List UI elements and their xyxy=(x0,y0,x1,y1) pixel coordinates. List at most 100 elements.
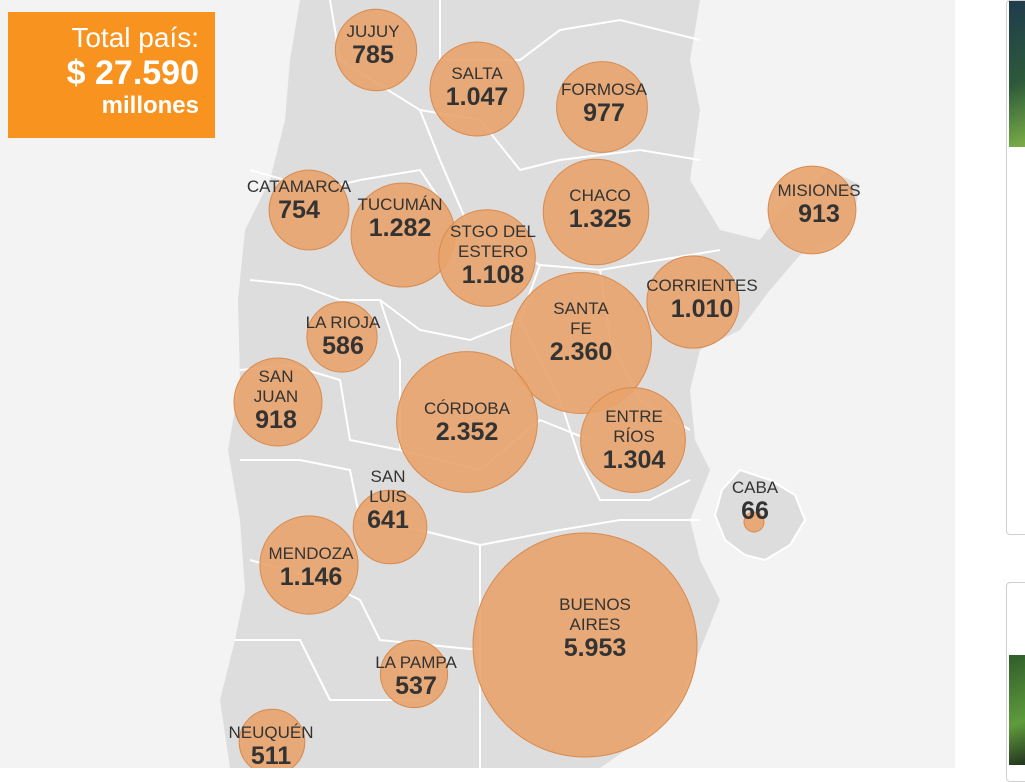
bubble-salta[interactable] xyxy=(429,41,525,137)
province-border-line xyxy=(439,0,701,61)
province-value: 1.146 xyxy=(279,563,343,591)
province-name: FE xyxy=(570,319,592,338)
bubble-jujuy[interactable] xyxy=(334,8,418,92)
province-value: 918 xyxy=(255,406,297,434)
label-caba: CABA 66 xyxy=(732,478,778,524)
bubble-san-luis[interactable] xyxy=(352,489,428,565)
label-misiones: MISIONES 913 xyxy=(777,181,860,227)
bubble-neuquen[interactable] xyxy=(238,708,306,768)
province-value: 913 xyxy=(798,200,840,228)
province-name: BUENOS xyxy=(559,595,631,614)
bubble-la-rioja[interactable] xyxy=(306,301,378,373)
bubble-stgo-del-estero[interactable] xyxy=(438,209,536,307)
label-tucuman: TUCUMÁN 1.282 xyxy=(358,195,443,241)
province-value: 785 xyxy=(352,41,394,69)
province-name: TUCUMÁN xyxy=(357,195,443,214)
province-name: JUJUY xyxy=(346,22,400,41)
label-la-rioja: LA RIOJA 586 xyxy=(306,313,381,359)
province-name: LA RIOJA xyxy=(305,313,381,332)
label-chaco: CHACO 1.325 xyxy=(569,186,632,232)
label-san-juan: SAN JUAN 918 xyxy=(254,367,298,433)
province-name: STGO DEL xyxy=(450,222,536,241)
side-card-1-thumbnail[interactable] xyxy=(1009,1,1025,147)
bubble-entre-rios[interactable] xyxy=(580,387,686,493)
province-name: MENDOZA xyxy=(268,544,354,563)
label-cordoba: CÓRDOBA 2.352 xyxy=(424,399,510,445)
province-name: CATAMARCA xyxy=(246,177,352,196)
bubble-corrientes[interactable] xyxy=(646,255,740,349)
province-name: CÓRDOBA xyxy=(424,399,510,418)
province-name: SALTA xyxy=(451,64,503,83)
province-name: SAN xyxy=(258,367,294,386)
province-value: 1.047 xyxy=(445,83,509,111)
label-jujuy: JUJUY 785 xyxy=(347,22,400,68)
bubbles xyxy=(233,8,857,768)
label-san-luis: SAN LUIS 641 xyxy=(367,467,409,533)
province-value: 2.352 xyxy=(435,418,499,446)
label-entre-rios: ENTRE RÍOS 1.304 xyxy=(603,407,666,473)
province-value: 2.360 xyxy=(549,338,613,366)
province-name: CORRIENTES xyxy=(646,276,758,295)
province-name: SANTA xyxy=(553,299,609,318)
map-panel: Total país: $ 27.590 millones JUJUY 785 SA… xyxy=(0,0,955,769)
province-name: AIRES xyxy=(569,615,621,634)
label-buenos-aires: BUENOS AIRES 5.953 xyxy=(559,595,631,661)
total-unit: millones xyxy=(101,92,199,119)
province-name: ENTRE xyxy=(605,407,663,426)
bubble-santa-fe[interactable] xyxy=(510,272,652,414)
total-label: Total país: xyxy=(71,22,199,53)
province-border-line xyxy=(559,399,691,501)
label-corrientes: CORRIENTES 1.010 xyxy=(646,276,757,322)
bubble-la-pampa[interactable] xyxy=(379,639,449,709)
province-border-line xyxy=(240,459,481,546)
province-value: 5.953 xyxy=(563,634,627,662)
province-value: 754 xyxy=(278,196,320,224)
bubble-misiones[interactable] xyxy=(767,165,857,255)
side-card-2[interactable] xyxy=(1006,582,1025,782)
label-salta: SALTA 1.047 xyxy=(446,64,509,110)
province-name: CABA xyxy=(731,478,779,497)
bubble-chaco[interactable] xyxy=(542,158,650,266)
bubble-formosa[interactable] xyxy=(556,61,648,153)
label-santa-fe: SANTA FE 2.360 xyxy=(550,299,613,365)
province-border-line xyxy=(479,519,700,546)
label-la-pampa: LA PAMPA 537 xyxy=(375,653,457,699)
province-value: 537 xyxy=(395,672,437,700)
province-name: LUIS xyxy=(369,487,407,506)
province-value: 1.010 xyxy=(670,295,734,323)
label-neuquen: NEUQUÉN 511 xyxy=(228,723,313,769)
province-value: 1.304 xyxy=(602,446,666,474)
bubble-catamarca[interactable] xyxy=(268,169,350,251)
province-value: 1.282 xyxy=(368,214,432,242)
province-name: RÍOS xyxy=(613,427,655,446)
province-value: 1.108 xyxy=(461,261,525,289)
province-name: CHACO xyxy=(569,186,631,205)
bubble-mendoza[interactable] xyxy=(259,515,359,615)
province-name: FORMOSA xyxy=(561,80,647,99)
argentina-map xyxy=(220,0,955,768)
province-name: NEUQUÉN xyxy=(228,723,314,742)
province-name: JUAN xyxy=(253,387,299,406)
side-card-1[interactable] xyxy=(1006,0,1025,535)
province-name: SAN xyxy=(370,467,406,486)
province-value: 66 xyxy=(741,497,769,525)
bubble-san-juan[interactable] xyxy=(233,357,323,447)
province-border-line xyxy=(235,639,420,701)
label-stgo-del-estero: STGO DEL ESTERO 1.108 xyxy=(450,222,536,288)
province-name: MISIONES xyxy=(777,181,861,200)
total-box: Total país: $ 27.590 millones xyxy=(8,12,215,138)
province-value: 586 xyxy=(322,332,364,360)
total-amount: $ 27.590 xyxy=(66,54,199,92)
label-catamarca: CATAMARCA 754 xyxy=(247,177,351,223)
province-name: LA PAMPA xyxy=(375,653,457,672)
bubble-buenos-aires[interactable] xyxy=(472,532,698,758)
bubble-cordoba[interactable] xyxy=(396,351,538,493)
label-mendoza: MENDOZA 1.146 xyxy=(269,544,354,590)
side-card-2-thumbnail[interactable] xyxy=(1009,655,1025,765)
bubble-caba[interactable] xyxy=(743,511,765,533)
province-name: ESTERO xyxy=(458,242,528,261)
province-value: 511 xyxy=(250,742,292,770)
label-formosa: FORMOSA 977 xyxy=(561,80,647,126)
province-value: 1.325 xyxy=(568,205,632,233)
province-value: 977 xyxy=(583,99,625,127)
